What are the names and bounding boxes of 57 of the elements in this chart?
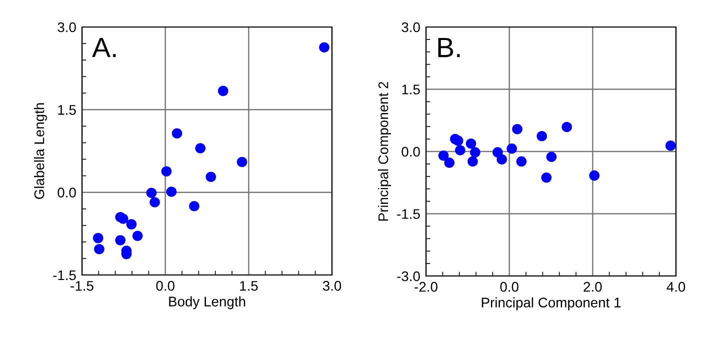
point (452, 136, 464, 146)
y-tick-label: -1.5 (53, 270, 76, 280)
point (589, 170, 600, 181)
point (506, 143, 517, 154)
point (541, 172, 552, 183)
point (444, 158, 454, 168)
point (438, 150, 449, 161)
point (146, 188, 157, 198)
y-tick-label: 1.5 (402, 84, 420, 94)
point (562, 122, 572, 132)
point (195, 143, 206, 154)
point (512, 124, 522, 134)
y-tick-label: -1.5 (397, 209, 420, 219)
x-axis-title: Body Length (169, 296, 246, 310)
x-tick-label: 1.5 (240, 281, 258, 291)
point (496, 154, 507, 165)
point (536, 130, 547, 142)
point (319, 42, 330, 53)
point (665, 140, 676, 151)
point (94, 244, 104, 254)
y-axis-title: Glabella Length (34, 103, 47, 199)
point (161, 166, 172, 177)
point (189, 200, 200, 212)
point (218, 86, 228, 96)
y-tick-label: -3.0 (397, 271, 420, 282)
x-tick-label: 3.0 (322, 280, 342, 291)
x-tick-label: 0.0 (156, 280, 174, 291)
x-tick-label: 0.0 (500, 282, 518, 292)
x-tick-label: 2.0 (584, 282, 602, 292)
point (466, 138, 476, 149)
point (172, 128, 182, 139)
y-tick-label: 0.0 (402, 146, 420, 157)
point (206, 172, 216, 182)
point (236, 156, 248, 168)
point (166, 186, 177, 197)
x-tick-label: 4.0 (666, 282, 686, 292)
y-tick-label: 1.5 (58, 105, 76, 115)
y-tick-label: 0.0 (58, 188, 76, 198)
annotation: A. (92, 38, 116, 58)
y-tick-label: 3.0 (58, 22, 76, 32)
point (470, 147, 480, 158)
point (546, 152, 557, 162)
x-axis-title: Principal Component 1 (482, 297, 621, 310)
point (455, 145, 466, 156)
point (132, 230, 143, 242)
point (516, 156, 527, 167)
x-tick-label: -2.0 (414, 282, 438, 292)
y-axis-title: Principal Component 2 (378, 82, 391, 221)
y-tick-label: 3.0 (402, 22, 420, 32)
point (150, 197, 160, 208)
point (115, 235, 126, 246)
annotation: B. (438, 38, 460, 58)
point (118, 214, 128, 224)
point (126, 219, 137, 230)
point (468, 156, 478, 167)
point (92, 232, 104, 244)
x-tick-label: -1.5 (70, 281, 94, 291)
